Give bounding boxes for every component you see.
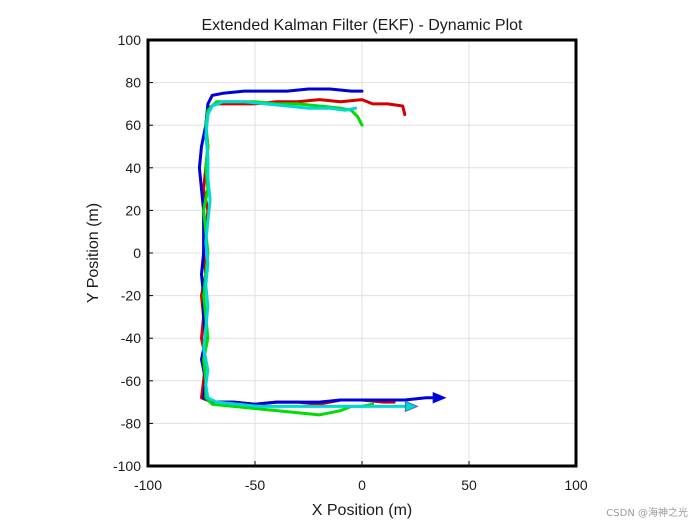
x-tick-label: 0 bbox=[358, 477, 366, 493]
trajectory-line-2 bbox=[197, 87, 443, 406]
y-tick-label: 20 bbox=[125, 202, 141, 218]
y-tick-label: 40 bbox=[125, 160, 141, 176]
y-tick-label: -20 bbox=[121, 288, 141, 304]
y-tick-label: -60 bbox=[121, 373, 141, 389]
y-tick-label: 80 bbox=[125, 75, 141, 91]
x-tick-label: -50 bbox=[245, 477, 265, 493]
chart-title: Extended Kalman Filter (EKF) - Dynamic P… bbox=[202, 17, 524, 34]
y-axis-label: Y Position (m) bbox=[85, 203, 102, 303]
x-tick-label: 100 bbox=[564, 477, 588, 493]
y-tick-label: 0 bbox=[133, 245, 141, 261]
y-tick-label: 60 bbox=[125, 117, 141, 133]
trajectory-arrow-2 bbox=[432, 392, 447, 404]
x-tick-label: -100 bbox=[134, 477, 162, 493]
series-group bbox=[197, 87, 447, 417]
x-axis-label: X Position (m) bbox=[312, 502, 412, 519]
y-tick-label: -40 bbox=[121, 330, 141, 346]
y-tick-label: -100 bbox=[113, 458, 141, 474]
trajectory-line-4 bbox=[202, 100, 415, 408]
watermark: CSDN @海神之光 bbox=[606, 508, 688, 519]
x-tick-label: 50 bbox=[461, 477, 477, 493]
trajectory-arrow-4 bbox=[404, 400, 419, 413]
y-tick-label: -80 bbox=[121, 415, 141, 431]
y-tick-label: 100 bbox=[118, 32, 142, 48]
tick-group: -100 -50 0 50 100 -100 -80 -60 -40 -20 0 20 40 60 80 10… bbox=[113, 32, 588, 493]
